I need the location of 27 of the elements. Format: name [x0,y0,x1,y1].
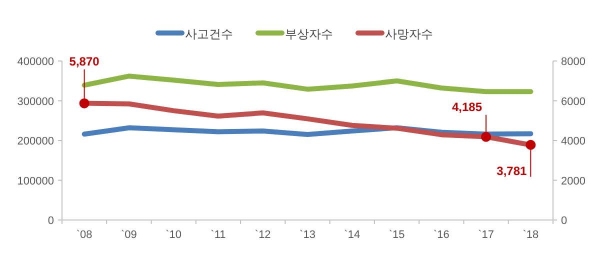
y-tick-label: 400000 [17,56,54,68]
legend-label: 부상자수 [285,27,333,41]
x-tick-label: `18 [522,229,539,241]
x-tick-label: `09 [121,229,137,241]
x-tick-label: `16 [433,229,450,241]
y2-tick-label: 8000 [561,56,586,68]
y2-tick-label: 4000 [561,136,586,148]
y2-tick-label: 0 [561,215,568,227]
label: 5,870 [69,54,100,68]
y-tick-label: 300000 [17,96,54,108]
x-tick-label: `14 [344,229,360,241]
x-tick-label: `15 [388,229,405,241]
x-tick-label: `17 [478,229,494,241]
x-tick-label: `08 [76,229,92,241]
label: 4,185 [452,100,482,114]
y2-tick-label: 6000 [561,96,586,108]
y-tick-label: 100000 [17,175,54,188]
legend-label: 사망자수 [385,27,433,41]
x-tick-label: `13 [300,229,316,241]
x-tick-label: `10 [166,229,182,241]
label: 3,781 [496,164,527,178]
x-tick-label: `12 [254,229,271,241]
y2-tick-label: 2000 [561,175,586,188]
legend-label: 사고건수 [185,27,233,41]
x-tick-label: `11 [210,229,226,241]
y-tick-label: 200000 [17,136,54,148]
y-tick-label: 0 [48,215,54,227]
